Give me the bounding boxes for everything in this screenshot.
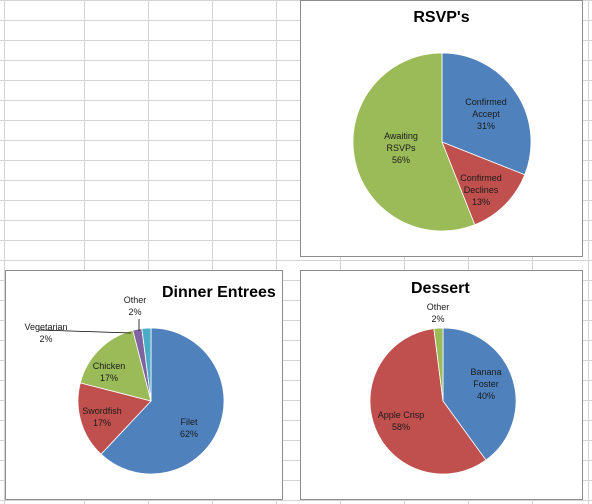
slice-label-other: Other 2% xyxy=(426,302,450,324)
pie-slice-other[interactable] xyxy=(433,327,444,402)
pie-slice-confirmed-accept[interactable] xyxy=(441,52,532,176)
chart-title: Dessert xyxy=(411,280,470,297)
slice-label-confirmed-declines: Confirmed Declines 13% xyxy=(460,173,502,207)
slice-label-other: Other 2% xyxy=(123,295,147,317)
pie-slice-banana-foster[interactable] xyxy=(442,327,517,461)
pie-slice-chicken[interactable] xyxy=(79,329,152,402)
chart-title: Dinner Entrees xyxy=(162,284,276,301)
rsvp-chart[interactable]: RSVP's Confirmed Accept 31% Confirmed De… xyxy=(300,0,583,257)
chart-title: RSVP's xyxy=(413,9,470,26)
pie-slice-confirmed-declines[interactable] xyxy=(441,141,526,226)
slice-label-filet: Filet 62% xyxy=(179,417,198,439)
leader-lines xyxy=(38,319,140,334)
leader-line-vegetarian xyxy=(38,329,132,334)
dessert-chart[interactable]: Dessert Banana Foster 40% Apple Crisp 58… xyxy=(300,270,583,500)
pie-slice-other[interactable] xyxy=(141,327,152,402)
slice-label-vegetarian: Vegetarian 2% xyxy=(24,322,68,344)
slice-label-awaiting: Awaiting RSVPs 56% xyxy=(384,131,418,165)
slice-label-confirmed-accept: Confirmed Accept 31% xyxy=(465,97,507,131)
pie-slice-filet[interactable] xyxy=(100,327,225,475)
pie-slice-awaiting-rsvps[interactable] xyxy=(352,52,476,232)
slice-label-apple-crisp: Apple Crisp 58% xyxy=(377,410,425,432)
slice-label-chicken: Chicken 17% xyxy=(92,361,126,383)
entrees-chart[interactable]: Dinner Entrees Filet 62% Swordfish 17% C… xyxy=(5,270,283,500)
pie-slice-apple-crisp[interactable] xyxy=(369,328,487,475)
slice-label-banana-foster: Banana Foster 40% xyxy=(470,367,502,401)
pie-dessert xyxy=(369,327,517,475)
pie-rsvp xyxy=(352,52,532,232)
slice-label-swordfish: Swordfish 17% xyxy=(82,406,122,428)
pie-slice-swordfish[interactable] xyxy=(77,382,152,455)
pie-entrees xyxy=(77,327,225,475)
